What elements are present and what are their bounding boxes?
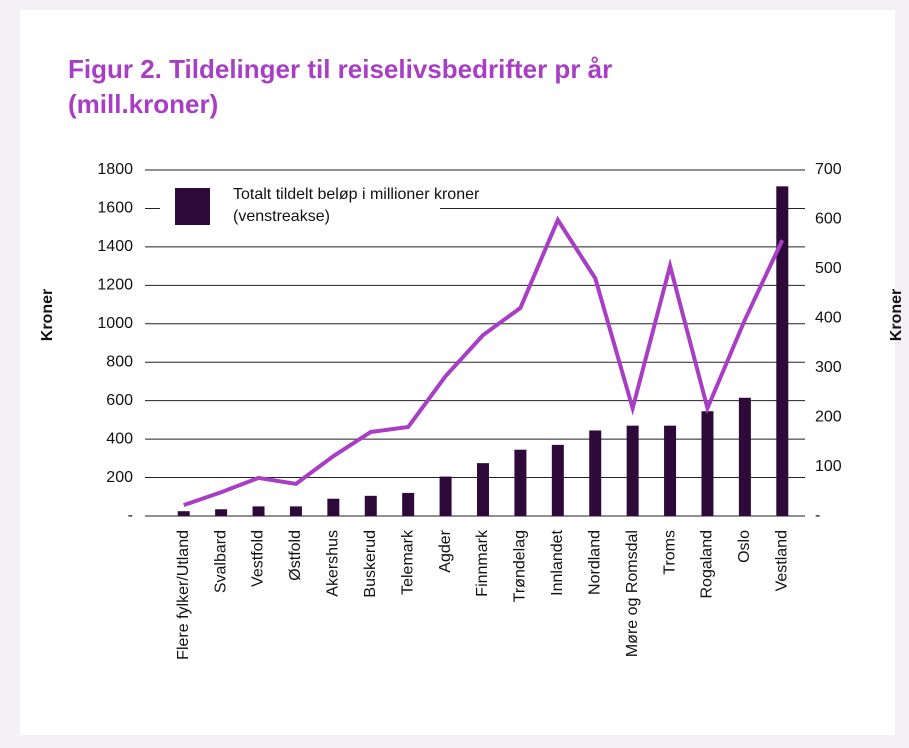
y2-tick-label: 700 bbox=[815, 161, 842, 178]
bar bbox=[327, 498, 340, 516]
y-tick-label: 200 bbox=[106, 469, 133, 486]
y-tick-label: 800 bbox=[106, 353, 133, 370]
x-tick-label: Vestland bbox=[774, 530, 791, 591]
chart-title: Figur 2. Tildelinger til reiselivsbedrif… bbox=[68, 54, 613, 119]
bar bbox=[551, 444, 564, 516]
x-tick-label: Troms bbox=[661, 530, 678, 575]
legend-label: Totalt tildelt beløp i millioner kroner … bbox=[233, 186, 480, 225]
y2-tick-label: 400 bbox=[815, 310, 842, 327]
y2-tick-label: 100 bbox=[815, 458, 842, 475]
bar bbox=[776, 186, 789, 517]
x-tick-label: Akershus bbox=[325, 530, 342, 597]
bar bbox=[738, 397, 751, 516]
bar bbox=[589, 430, 602, 516]
bar bbox=[477, 463, 489, 516]
y2-tick-label: 600 bbox=[815, 211, 842, 228]
x-tick-label: Buskerud bbox=[362, 530, 379, 598]
bar bbox=[626, 425, 639, 516]
y-tick-label: 400 bbox=[106, 430, 133, 447]
y2-tick-label: 500 bbox=[815, 260, 842, 277]
x-tick-label: Rogaland bbox=[699, 530, 716, 599]
bar bbox=[177, 511, 190, 516]
y-tick-label: 1600 bbox=[97, 200, 133, 217]
bar bbox=[701, 411, 714, 516]
y-tick-label: - bbox=[128, 507, 133, 524]
x-tick-label: Vestfold bbox=[250, 530, 267, 587]
bar bbox=[289, 506, 302, 516]
y2-tick-label: - bbox=[815, 507, 820, 524]
x-tick-label: Agder bbox=[437, 529, 454, 572]
bar bbox=[364, 495, 377, 516]
y-tick-label: 1200 bbox=[97, 277, 133, 294]
x-tick-label: Telemark bbox=[399, 529, 416, 595]
y2-tick-label: 300 bbox=[815, 359, 842, 376]
x-tick-label: Oslo bbox=[736, 530, 753, 563]
bar bbox=[402, 492, 415, 516]
y2-tick-label: 200 bbox=[815, 408, 842, 425]
bar bbox=[664, 425, 677, 516]
y-tick-label: 1000 bbox=[97, 315, 133, 332]
y-axis-label: Kroner bbox=[39, 289, 56, 341]
legend-swatch bbox=[175, 188, 210, 225]
y2-axis-label: Kroner bbox=[888, 289, 905, 341]
x-tick-label: Møre og Romsdal bbox=[624, 530, 641, 657]
bar bbox=[215, 509, 228, 516]
y-tick-label: 600 bbox=[106, 392, 133, 409]
x-tick-label: Finnmark bbox=[474, 529, 491, 597]
x-tick-label: Innlandet bbox=[549, 529, 566, 595]
line bbox=[183, 215, 785, 508]
x-tick-label: Østfold bbox=[287, 530, 304, 581]
panel bbox=[20, 10, 895, 735]
bar bbox=[439, 476, 452, 516]
x-tick-label: Svalbard bbox=[212, 530, 229, 593]
bar bbox=[252, 506, 265, 516]
x-tick-label: Trøndelag bbox=[512, 530, 529, 602]
x-tick-label: Nordland bbox=[586, 530, 603, 595]
bar bbox=[514, 449, 527, 516]
y-tick-label: 1400 bbox=[97, 238, 133, 255]
x-tick-label: Flere fylker/Utland bbox=[175, 530, 192, 660]
y-tick-label: 1800 bbox=[97, 161, 133, 178]
